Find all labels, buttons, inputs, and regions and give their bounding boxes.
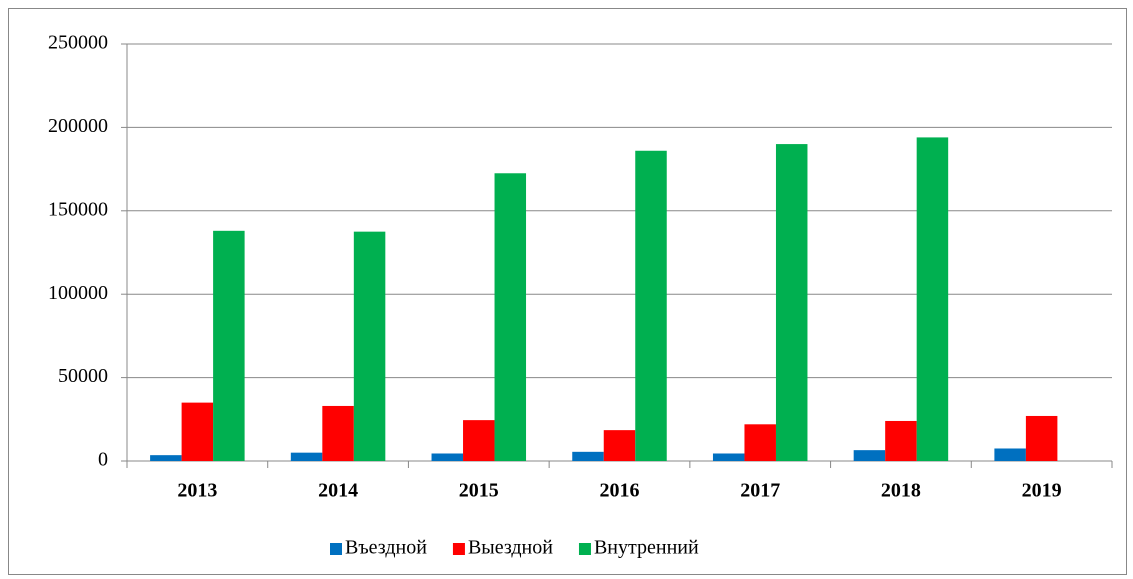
bar	[213, 230, 245, 461]
y-tick-label: 250000	[48, 32, 108, 54]
chart-border	[8, 8, 1127, 575]
bar	[150, 455, 182, 461]
bar	[572, 451, 604, 461]
x-tick-label: 2019	[1022, 480, 1062, 502]
y-tick-label: 100000	[48, 282, 108, 304]
legend-swatch	[452, 543, 465, 555]
bar	[494, 173, 527, 461]
bar	[431, 453, 464, 461]
x-tick-label: 2015	[459, 480, 499, 502]
x-tick-label: 2014	[318, 480, 358, 502]
bar	[853, 450, 886, 461]
bar	[635, 150, 667, 461]
legend-label: Въездной	[345, 537, 427, 559]
legend-label: Внутренний	[594, 537, 699, 559]
bar	[744, 424, 776, 461]
bar	[463, 420, 495, 461]
y-tick-label: 50000	[58, 365, 108, 387]
bar	[181, 402, 214, 461]
legend-swatch	[578, 543, 591, 555]
x-tick-label: 2013	[177, 480, 217, 502]
x-tick-label: 2017	[740, 480, 780, 502]
bar	[353, 231, 386, 461]
legend-swatch	[330, 543, 342, 555]
bar	[1025, 415, 1058, 461]
x-tick-label: 2018	[881, 480, 921, 502]
bar	[290, 452, 323, 461]
bar	[994, 448, 1026, 461]
y-tick-label: 150000	[48, 198, 108, 220]
legend-label: Выездной	[468, 537, 553, 559]
bar	[712, 453, 745, 461]
bar	[916, 137, 949, 461]
x-tick-label: 2016	[600, 480, 640, 502]
y-tick-label: 200000	[48, 115, 108, 137]
bar	[322, 405, 354, 461]
bar	[775, 144, 808, 461]
bar	[603, 430, 636, 461]
bar	[885, 420, 917, 461]
y-tick-label: 0	[98, 449, 108, 471]
